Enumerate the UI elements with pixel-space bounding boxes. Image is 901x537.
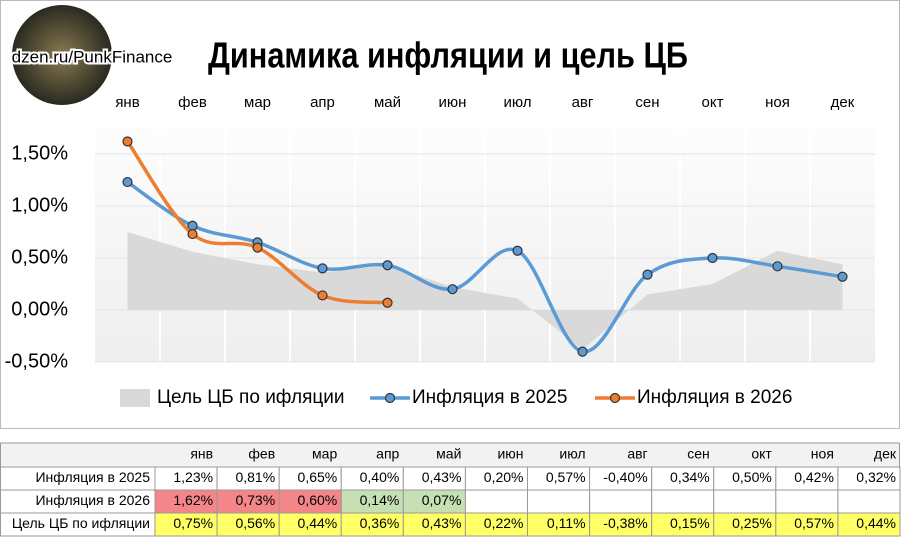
x-tick-label: фев xyxy=(178,94,207,111)
x-tick-label: окт xyxy=(702,94,724,111)
data-point xyxy=(317,290,328,301)
table-value: -0,38% xyxy=(603,515,647,531)
table-value: 0,11% xyxy=(547,515,586,531)
table-cell xyxy=(837,512,901,537)
table-value: 0,15% xyxy=(670,515,710,531)
table-cell xyxy=(837,489,901,514)
legend-marker xyxy=(384,392,396,404)
data-point xyxy=(252,242,263,253)
table-value: 0,50% xyxy=(732,469,772,485)
data-point xyxy=(512,245,523,256)
x-tick-label: апр xyxy=(310,94,335,111)
table-value: 0,43% xyxy=(422,469,462,485)
table-value: 0,43% xyxy=(422,515,462,531)
table-cell xyxy=(713,489,777,514)
table-cell xyxy=(527,489,591,514)
x-tick-label: июн xyxy=(439,94,467,111)
y-tick-label: 1,00% xyxy=(11,194,68,216)
table-value: 0,65% xyxy=(298,469,338,485)
y-tick-label: 1,50% xyxy=(11,142,68,164)
x-tick-label: июл xyxy=(503,94,531,111)
data-point xyxy=(707,252,718,264)
table-value: 0,22% xyxy=(484,515,524,531)
table-value: 0,44% xyxy=(298,515,338,531)
data-point xyxy=(642,269,653,280)
table-header-bg xyxy=(0,442,900,468)
legend-label: Инфляция в 2026 xyxy=(637,387,792,408)
subtitle: dzen.ru/PunkFinance xyxy=(12,47,173,66)
data-point xyxy=(122,176,133,188)
table-value: 1,23% xyxy=(173,469,213,485)
y-tick-label: 0,50% xyxy=(11,246,68,268)
legend-label: Инфляция в 2025 xyxy=(412,387,567,408)
table-header: окт xyxy=(751,446,772,462)
table-cell xyxy=(464,489,528,514)
table-value: 0,32% xyxy=(856,469,896,485)
table-header: сен xyxy=(687,446,710,462)
x-tick-label: ноя xyxy=(765,94,790,111)
table-value: 0,20% xyxy=(484,469,524,485)
table-value: 0,07% xyxy=(422,492,462,508)
data-point xyxy=(187,228,198,240)
table-value: 0,14% xyxy=(360,492,400,508)
table: янв фев мар апр май июн июл авг сен окт ноя дек Инфл… xyxy=(0,442,901,537)
data-point xyxy=(447,284,458,295)
legend-label: Цель ЦБ по ифляции xyxy=(157,387,345,408)
y-tick-label: 0,00% xyxy=(11,298,68,320)
data-point xyxy=(382,297,393,308)
table-row-label: Инфляция в 2026 xyxy=(35,492,150,508)
table-header: ноя xyxy=(811,446,834,462)
data-point xyxy=(122,136,133,147)
table-row-label: Цель ЦБ по ифляции xyxy=(12,515,150,531)
table-value: 0,25% xyxy=(732,515,772,531)
table-header: апр xyxy=(376,446,399,462)
table-value: 0,36% xyxy=(360,515,400,531)
table-header: авг xyxy=(627,446,647,462)
logo xyxy=(12,5,112,105)
x-tick-label: янв xyxy=(115,94,139,111)
x-tick-label: авг xyxy=(572,94,594,111)
target-area xyxy=(127,232,843,350)
data-point xyxy=(837,271,848,282)
table-cell xyxy=(651,489,715,514)
table-value: 1,62% xyxy=(173,492,213,508)
y-tick-label: -0,50% xyxy=(5,350,69,372)
table-value: 0,75% xyxy=(173,515,213,531)
x-tick-label: сен xyxy=(635,94,659,111)
table-value: 0,73% xyxy=(235,492,275,508)
data-point xyxy=(577,346,588,357)
table-value: 0,40% xyxy=(360,469,400,485)
data-point xyxy=(317,263,328,274)
table-header: янв xyxy=(190,446,213,462)
table-value: -0,40% xyxy=(603,469,647,485)
table-value: 0,42% xyxy=(794,469,834,485)
table-value: 0,56% xyxy=(235,515,275,531)
table-cell xyxy=(589,489,653,514)
x-tick-label: дек xyxy=(831,94,855,111)
table-header: дек xyxy=(874,446,897,462)
table-header: июл xyxy=(559,446,585,462)
table-header: мар xyxy=(312,446,337,462)
table-row-label: Инфляция в 2025 xyxy=(35,469,150,485)
x-tick-label: май xyxy=(374,94,401,111)
table-value: 0,57% xyxy=(794,515,834,531)
data-point xyxy=(772,261,783,272)
table-header: июн xyxy=(497,446,523,462)
legend-swatch xyxy=(120,389,150,407)
table-header: фев xyxy=(248,446,275,462)
table-value: 0,60% xyxy=(298,492,338,508)
chart-title: Динамика инфляции и цель ЦБ xyxy=(208,35,688,76)
table-value: 0,57% xyxy=(546,469,586,485)
legend-marker xyxy=(609,392,621,404)
table-header: май xyxy=(436,446,461,462)
x-tick-label: мар xyxy=(244,94,271,111)
table-value: 0,81% xyxy=(235,469,275,485)
table-cell xyxy=(775,489,839,514)
data-point xyxy=(382,260,393,271)
table-value: 0,34% xyxy=(670,469,710,485)
table-value: 0,44% xyxy=(856,515,896,531)
